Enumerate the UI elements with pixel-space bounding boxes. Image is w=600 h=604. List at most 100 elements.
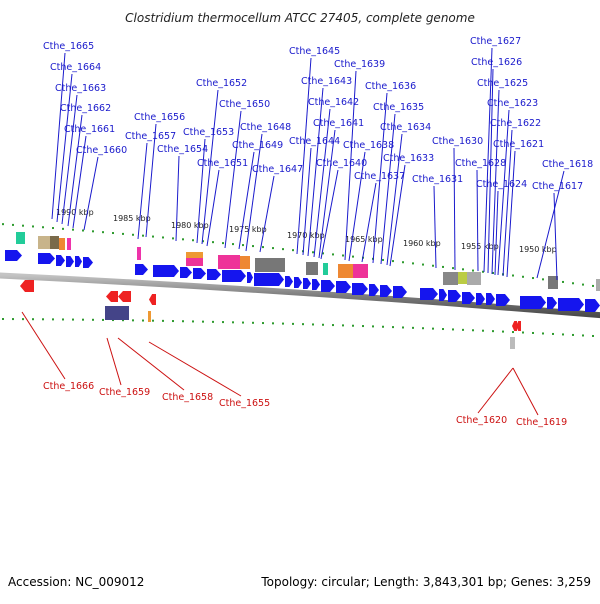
gene-label-cthe-1620[interactable]: Cthe_1620	[456, 415, 507, 426]
leader-line	[245, 133, 263, 252]
forward-gene-arrow[interactable]	[38, 253, 55, 264]
reverse-gene-arrow[interactable]	[149, 294, 156, 305]
forward-gene-arrow[interactable]	[285, 276, 293, 287]
gene-label-cthe-1637[interactable]: Cthe_1637	[354, 171, 405, 182]
gene-label-cthe-1661[interactable]: Cthe_1661	[64, 124, 115, 135]
forward-gene-arrow[interactable]	[369, 284, 379, 296]
forward-gene-arrow[interactable]	[66, 256, 74, 267]
forward-gene-arrow[interactable]	[547, 297, 557, 309]
forward-gene-arrow[interactable]	[520, 296, 546, 309]
forward-gene-arrow[interactable]	[247, 272, 253, 283]
forward-gene-arrow[interactable]	[254, 273, 284, 286]
gene-label-cthe-1634[interactable]: Cthe_1634	[380, 122, 431, 133]
reverse-gene-arrow[interactable]	[106, 291, 118, 302]
gene-label-cthe-1660[interactable]: Cthe_1660	[76, 145, 127, 156]
forward-gene-arrow[interactable]	[336, 281, 351, 293]
gene-label-cthe-1631[interactable]: Cthe_1631	[412, 174, 463, 185]
forward-gene-arrow[interactable]	[448, 290, 461, 302]
gene-label-cthe-1633[interactable]: Cthe_1633	[383, 153, 434, 164]
gene-label-cthe-1645[interactable]: Cthe_1645	[289, 46, 340, 57]
gene-label-cthe-1640[interactable]: Cthe_1640	[316, 158, 367, 169]
gene-label-cthe-1648[interactable]: Cthe_1648	[240, 122, 291, 133]
forward-gene-arrow[interactable]	[420, 288, 438, 300]
gene-label-cthe-1618[interactable]: Cthe_1618	[542, 159, 593, 170]
forward-gene-arrow[interactable]	[393, 286, 407, 298]
gene-label-cthe-1621[interactable]: Cthe_1621	[493, 139, 544, 150]
forward-gene-arrow[interactable]	[496, 294, 510, 306]
forward-gene-arrow[interactable]	[294, 277, 302, 288]
gene-label-cthe-1655[interactable]: Cthe_1655	[219, 398, 270, 409]
gene-label-cthe-1642[interactable]: Cthe_1642	[308, 97, 359, 108]
scale-tick	[452, 267, 454, 270]
forward-gene-arrow[interactable]	[153, 265, 179, 277]
forward-gene-arrow[interactable]	[207, 269, 221, 280]
gene-label-cthe-1643[interactable]: Cthe_1643	[301, 76, 352, 87]
gene-label-cthe-1627[interactable]: Cthe_1627	[470, 36, 521, 47]
gene-label-cthe-1666[interactable]: Cthe_1666	[43, 381, 94, 392]
forward-gene-arrow[interactable]	[585, 299, 600, 312]
gene-label-cthe-1659[interactable]: Cthe_1659	[99, 387, 150, 398]
gene-label-cthe-1630[interactable]: Cthe_1630	[432, 136, 483, 147]
gene-label-cthe-1638[interactable]: Cthe_1638	[343, 140, 394, 151]
leader-line	[83, 156, 99, 231]
gene-label-cthe-1647[interactable]: Cthe_1647	[252, 164, 303, 175]
gene-label-cthe-1644[interactable]: Cthe_1644	[289, 136, 340, 147]
gene-label-cthe-1649[interactable]: Cthe_1649	[232, 140, 283, 151]
gene-label-cthe-1617[interactable]: Cthe_1617	[532, 181, 583, 192]
gene-label-cthe-1623[interactable]: Cthe_1623	[487, 98, 538, 109]
gene-label-cthe-1635[interactable]: Cthe_1635	[373, 102, 424, 113]
forward-gene-arrow[interactable]	[180, 267, 192, 278]
scale-tick	[542, 278, 544, 281]
forward-gene-arrow[interactable]	[558, 298, 584, 311]
gene-label-cthe-1657[interactable]: Cthe_1657	[125, 131, 176, 142]
gene-label-cthe-1626[interactable]: Cthe_1626	[471, 57, 522, 68]
forward-gene-arrow[interactable]	[75, 256, 82, 267]
forward-gene-arrow[interactable]	[321, 280, 335, 292]
reverse-gene-arrow[interactable]	[20, 280, 34, 292]
forward-gene-arrow[interactable]	[193, 268, 206, 279]
gene-label-cthe-1628[interactable]: Cthe_1628	[455, 158, 506, 169]
forward-gene-arrow[interactable]	[5, 250, 22, 261]
gene-label-cthe-1624[interactable]: Cthe_1624	[476, 179, 527, 190]
reverse-gene-arrow[interactable]	[118, 291, 131, 302]
gene-label-cthe-1619[interactable]: Cthe_1619	[516, 417, 567, 428]
gene-label-cthe-1665[interactable]: Cthe_1665	[43, 41, 94, 52]
gene-label-cthe-1622[interactable]: Cthe_1622	[490, 118, 541, 129]
gene-label-cthe-1662[interactable]: Cthe_1662	[60, 103, 111, 114]
forward-gene-arrow[interactable]	[135, 264, 148, 275]
feature-block	[137, 247, 141, 260]
gene-label-cthe-1625[interactable]: Cthe_1625	[477, 78, 528, 89]
forward-gene-arrow[interactable]	[312, 279, 320, 290]
forward-gene-arrow[interactable]	[380, 285, 392, 297]
forward-gene-arrow[interactable]	[222, 270, 246, 282]
leader-line	[320, 169, 339, 260]
forward-gene-arrow[interactable]	[439, 289, 447, 301]
gene-label-cthe-1664[interactable]: Cthe_1664	[50, 62, 101, 73]
scale-tick	[212, 320, 214, 323]
forward-gene-arrow[interactable]	[56, 255, 65, 266]
gene-label-cthe-1654[interactable]: Cthe_1654	[157, 144, 208, 155]
leader-line	[201, 89, 219, 245]
gene-label-cthe-1636[interactable]: Cthe_1636	[365, 81, 416, 92]
reverse-gene-arrow[interactable]	[512, 321, 517, 331]
forward-gene-arrow[interactable]	[303, 278, 311, 289]
scale-tick	[252, 245, 254, 248]
feature-block	[306, 262, 318, 275]
gene-label-cthe-1663[interactable]: Cthe_1663	[55, 83, 106, 94]
scale-tick	[92, 230, 94, 233]
forward-gene-arrow[interactable]	[462, 292, 475, 304]
gene-label-cthe-1641[interactable]: Cthe_1641	[313, 118, 364, 129]
forward-gene-arrow[interactable]	[352, 283, 368, 295]
gene-label-cthe-1653[interactable]: Cthe_1653	[183, 127, 234, 138]
gene-label-cthe-1658[interactable]: Cthe_1658	[162, 392, 213, 403]
gene-label-cthe-1650[interactable]: Cthe_1650	[219, 99, 270, 110]
forward-gene-arrow[interactable]	[486, 293, 495, 305]
forward-gene-arrow[interactable]	[476, 293, 485, 305]
scale-tick	[192, 239, 194, 242]
forward-gene-arrow[interactable]	[83, 257, 93, 268]
gene-label-cthe-1656[interactable]: Cthe_1656	[134, 112, 185, 123]
gene-label-cthe-1639[interactable]: Cthe_1639	[334, 59, 385, 70]
gene-label-cthe-1651[interactable]: Cthe_1651	[197, 158, 248, 169]
gene-label-cthe-1652[interactable]: Cthe_1652	[196, 78, 247, 89]
reverse-gene-arrow[interactable]	[516, 321, 521, 331]
